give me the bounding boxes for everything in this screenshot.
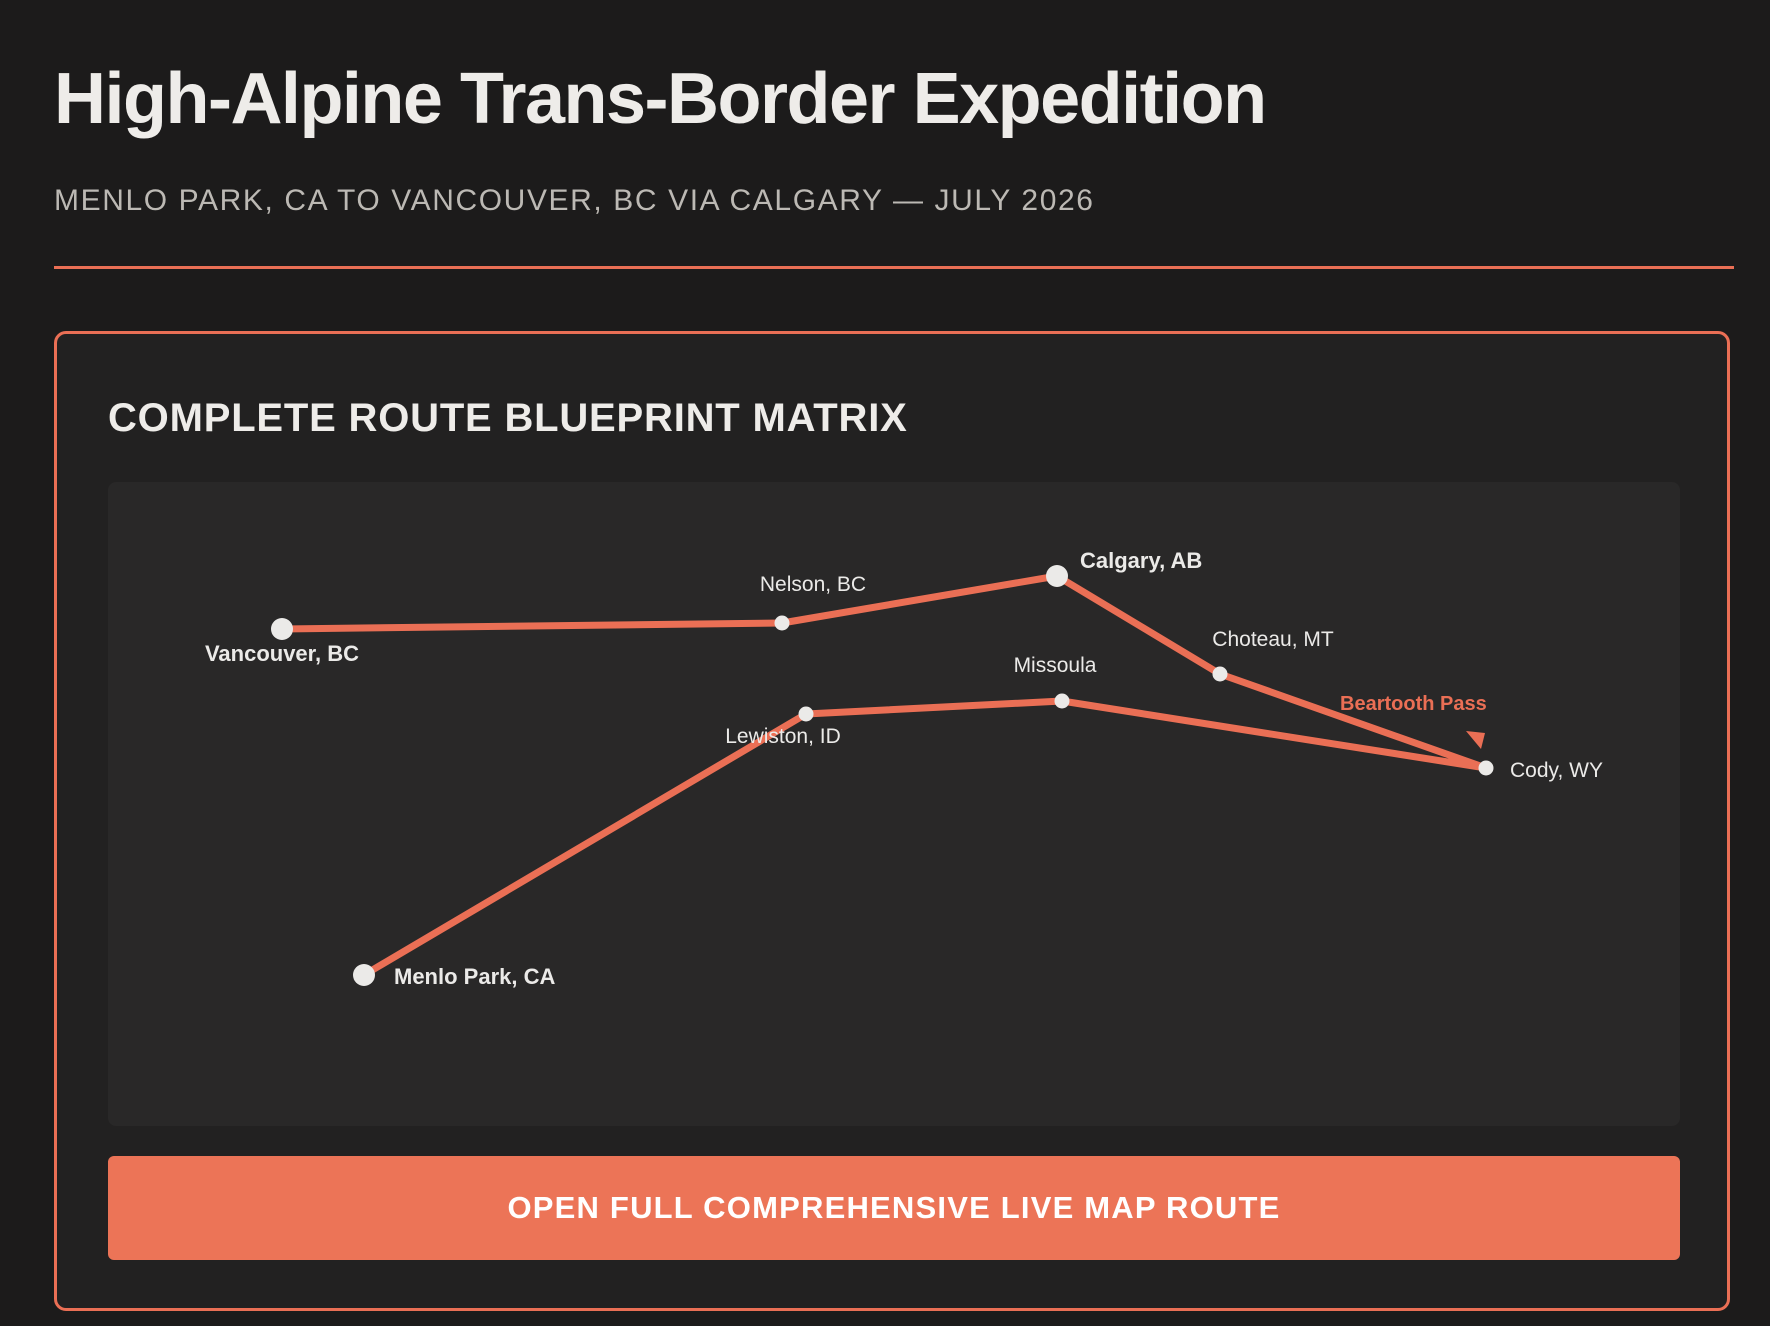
route-map[interactable]: Menlo Park, CA Lewiston, ID Missoula Cody, … <box>108 482 1680 1126</box>
card-title: COMPLETE ROUTE BLUEPRINT MATRIX <box>108 396 908 440</box>
stop-label-choteau-mt: Choteau, MT <box>1212 628 1334 651</box>
open-live-map-button[interactable]: OPEN FULL COMPREHENSIVE LIVE MAP ROUTE <box>108 1156 1680 1260</box>
stop-label-lewiston-id: Lewiston, ID <box>725 725 841 748</box>
header-divider <box>54 266 1734 269</box>
stop-marker-missoula[interactable] <box>1054 693 1070 709</box>
stop-label-menlo-park-ca: Menlo Park, CA <box>394 964 555 989</box>
beartooth-pass-label: Beartooth Pass <box>1340 693 1487 715</box>
stop-marker-lewiston-id[interactable] <box>798 706 814 722</box>
page-title: High-Alpine Trans-Border Expedition <box>54 59 1267 139</box>
stop-label-calgary-ab: Calgary, AB <box>1080 548 1202 573</box>
direction-arrow-icon <box>1466 731 1485 749</box>
route-line <box>278 572 1490 979</box>
stop-marker-nelson-bc[interactable] <box>774 615 790 631</box>
stop-label-cody-wy: Cody, WY <box>1510 759 1603 782</box>
route-card: COMPLETE ROUTE BLUEPRINT MATRIX Menlo Pa… <box>54 331 1730 1311</box>
stop-marker-cody-wy[interactable] <box>1478 760 1494 776</box>
stop-marker-vancouver-bc[interactable] <box>271 618 293 640</box>
stop-label-missoula: Missoula <box>1014 654 1097 677</box>
stop-marker-calgary-ab[interactable] <box>1046 565 1068 587</box>
page-subtitle: MENLO PARK, CA TO VANCOUVER, BC VIA CALG… <box>54 184 1095 217</box>
route-map-canvas: Menlo Park, CA Lewiston, ID Missoula Cody, … <box>205 548 1603 989</box>
stop-marker-menlo-park-ca[interactable] <box>353 964 375 986</box>
stop-marker-choteau-mt[interactable] <box>1212 666 1228 682</box>
stop-label-nelson-bc: Nelson, BC <box>760 573 866 596</box>
stop-label-vancouver-bc: Vancouver, BC <box>205 641 359 666</box>
